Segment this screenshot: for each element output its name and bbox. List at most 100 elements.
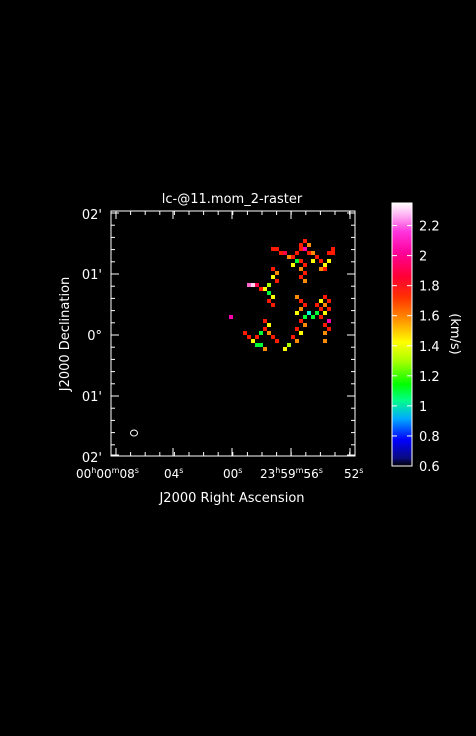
raster-pixel bbox=[323, 303, 327, 307]
raster-pixel bbox=[315, 255, 319, 259]
raster-pixel bbox=[287, 255, 291, 259]
raster-pixel bbox=[271, 267, 275, 271]
raster-pixel bbox=[271, 303, 275, 307]
raster-pixel bbox=[299, 299, 303, 303]
raster-pixel bbox=[303, 315, 307, 319]
raster-pixel bbox=[299, 243, 303, 247]
y-tick-label: 01' bbox=[82, 268, 102, 283]
raster-pixel bbox=[283, 347, 287, 351]
colorbar-label: (km/s) bbox=[447, 313, 462, 355]
colorbar-tick-label: 1.6 bbox=[419, 310, 440, 325]
raster-pixel bbox=[303, 263, 307, 267]
raster-pixel bbox=[295, 259, 299, 263]
y-tick-label: 02' bbox=[82, 451, 102, 466]
raster-pixel bbox=[327, 319, 331, 323]
raster-pixel bbox=[255, 283, 259, 287]
raster-pixel bbox=[331, 247, 335, 251]
raster-pixel bbox=[311, 259, 315, 263]
raster-pixel bbox=[315, 303, 319, 307]
raster-pixel bbox=[291, 263, 295, 267]
x-tick-label: 23h59m56s bbox=[260, 466, 323, 481]
raster-pixel bbox=[299, 267, 303, 271]
colorbar-ticks bbox=[392, 225, 412, 467]
raster-pixel bbox=[259, 287, 263, 291]
raster-pixel bbox=[303, 323, 307, 327]
raster-pixel bbox=[271, 295, 275, 299]
raster-pixel bbox=[295, 339, 299, 343]
x-tick-label: 00s bbox=[223, 466, 242, 481]
raster-pixel bbox=[311, 315, 315, 319]
raster-pixel bbox=[319, 259, 323, 263]
raster-pixel bbox=[295, 295, 299, 299]
raster-pixel bbox=[319, 315, 323, 319]
raster-pixel bbox=[263, 327, 267, 331]
raster-pixel bbox=[271, 247, 275, 251]
raster-pixel bbox=[323, 339, 327, 343]
raster-pixel bbox=[323, 267, 327, 271]
colorbar-tick-labels: 2.2 2 1.8 1.6 1.4 1.2 1 0.8 0.6 bbox=[419, 220, 440, 475]
raster-pixel bbox=[299, 275, 303, 279]
plot-frame bbox=[110, 210, 356, 457]
raster-pixel bbox=[295, 311, 299, 315]
x-axis-label: J2000 Right Ascension bbox=[158, 491, 304, 506]
raster-pixel bbox=[319, 307, 323, 311]
colorbar-tick-label: 0.6 bbox=[419, 460, 440, 475]
raster-pixel bbox=[307, 251, 311, 255]
raster-pixel bbox=[267, 291, 271, 295]
y-tick-label: 0° bbox=[87, 329, 102, 344]
colorbar-tick-label: 2 bbox=[419, 250, 427, 265]
raster-pixel bbox=[283, 251, 287, 255]
x-tick-label: 00h00m08s bbox=[76, 466, 139, 481]
moment-raster bbox=[229, 239, 335, 351]
colorbar-tick-label: 0.8 bbox=[419, 430, 440, 445]
colorbar bbox=[391, 202, 413, 467]
x-tick-labels: 00h00m08s 04s 00s 23h59m56s 52s bbox=[76, 466, 363, 481]
colorbar-tick-label: 1.4 bbox=[419, 340, 440, 355]
raster-pixel bbox=[323, 295, 327, 299]
raster-pixel bbox=[327, 327, 331, 331]
raster-pixel bbox=[263, 287, 267, 291]
x-tick-label: 52s bbox=[344, 466, 363, 481]
y-tick-labels: 02' 01' 0° 01' 02' bbox=[82, 208, 102, 466]
raster-pixel bbox=[299, 331, 303, 335]
raster-pixel bbox=[311, 251, 315, 255]
raster-pixel bbox=[327, 251, 331, 255]
raster-pixel bbox=[291, 255, 295, 259]
raster-pixel bbox=[263, 347, 267, 351]
raster-pixel bbox=[295, 327, 299, 331]
raster-pixel bbox=[319, 267, 323, 271]
raster-pixel bbox=[295, 251, 299, 255]
raster-pixel bbox=[315, 311, 319, 315]
raster-pixel bbox=[307, 311, 311, 315]
raster-pixel bbox=[255, 343, 259, 347]
raster-pixel bbox=[327, 307, 331, 311]
x-tick-label: 04s bbox=[164, 466, 183, 481]
raster-pixel bbox=[299, 247, 303, 251]
raster-pixel bbox=[323, 323, 327, 327]
raster-pixel bbox=[259, 343, 263, 347]
y-tick-label: 01' bbox=[82, 390, 102, 405]
colorbar-tick-label: 1 bbox=[419, 400, 427, 415]
raster-pixel bbox=[251, 339, 255, 343]
raster-pixel bbox=[275, 247, 279, 251]
raster-pixel bbox=[303, 239, 307, 243]
raster-pixel bbox=[303, 279, 307, 283]
raster-pixel bbox=[275, 279, 279, 283]
colorbar-tick-label: 1.8 bbox=[419, 280, 440, 295]
raster-pixel bbox=[287, 343, 291, 347]
y-tick-label: 02' bbox=[82, 208, 102, 223]
raster-pixel bbox=[299, 319, 303, 323]
raster-pixel bbox=[303, 303, 307, 307]
raster-pixel bbox=[275, 339, 279, 343]
raster-pixel bbox=[267, 299, 271, 303]
raster-pixel bbox=[247, 283, 251, 287]
raster-pixel bbox=[299, 307, 303, 311]
beam-ellipse bbox=[130, 429, 138, 437]
raster-pixel bbox=[299, 259, 303, 263]
raster-pixel bbox=[327, 259, 331, 263]
plot-title: lc-@11.mom_2-raster bbox=[162, 192, 303, 207]
raster-pixel bbox=[267, 323, 271, 327]
raster-pixel bbox=[271, 335, 275, 339]
raster-pixel bbox=[267, 331, 271, 335]
raster-pixel bbox=[327, 299, 331, 303]
